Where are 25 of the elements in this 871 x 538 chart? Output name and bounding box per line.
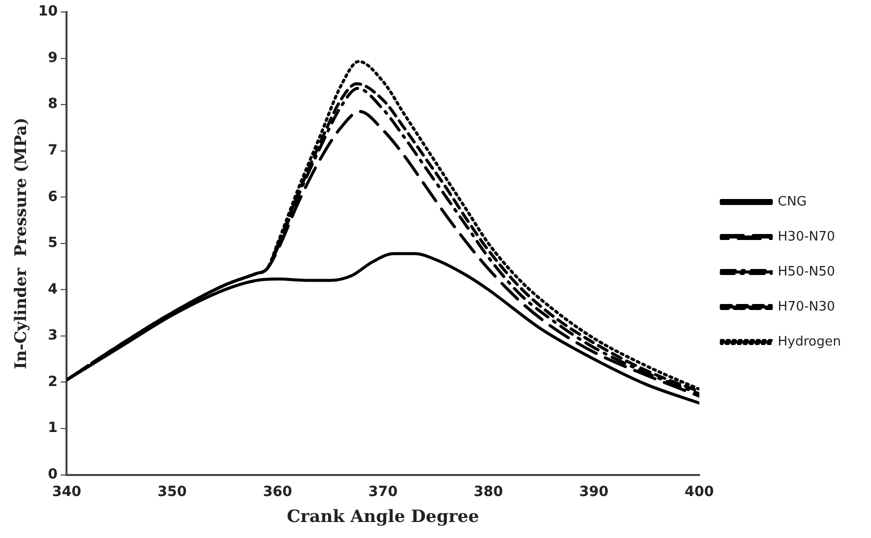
y-tick-label: 3 bbox=[48, 328, 58, 344]
y-tick-label: 1 bbox=[48, 420, 58, 436]
x-tick-label: 350 bbox=[158, 484, 187, 500]
y-tick-label: 8 bbox=[48, 96, 58, 112]
x-tick-label: 390 bbox=[579, 484, 609, 500]
y-tick-label: 0 bbox=[48, 466, 58, 482]
y-tick-label: 4 bbox=[48, 281, 58, 298]
legend-label: H50-N50 bbox=[778, 264, 836, 280]
x-tick-label: 370 bbox=[368, 484, 398, 500]
x-tick-label: 340 bbox=[52, 484, 82, 500]
y-tick-label: 2 bbox=[48, 374, 58, 390]
legend-label: CNG bbox=[778, 194, 807, 210]
legend-label: H30-N70 bbox=[778, 229, 836, 244]
y-tick-label: 10 bbox=[38, 4, 58, 20]
legend-label: H70-N30 bbox=[778, 299, 836, 314]
y-axis-title: In-Cylinder Pressure (MPa) bbox=[10, 117, 30, 370]
x-tick-label: 360 bbox=[262, 484, 292, 500]
x-tick-label: 380 bbox=[474, 484, 504, 500]
y-tick-label: 9 bbox=[48, 50, 58, 66]
y-tick-label: 6 bbox=[48, 188, 58, 205]
x-axis-title: Crank Angle Degree bbox=[286, 507, 480, 528]
x-tick-label: 400 bbox=[684, 484, 714, 500]
y-tick-label: 5 bbox=[48, 235, 58, 252]
legend-label: Hydrogen bbox=[778, 334, 842, 350]
y-tick-label: 7 bbox=[48, 142, 58, 158]
